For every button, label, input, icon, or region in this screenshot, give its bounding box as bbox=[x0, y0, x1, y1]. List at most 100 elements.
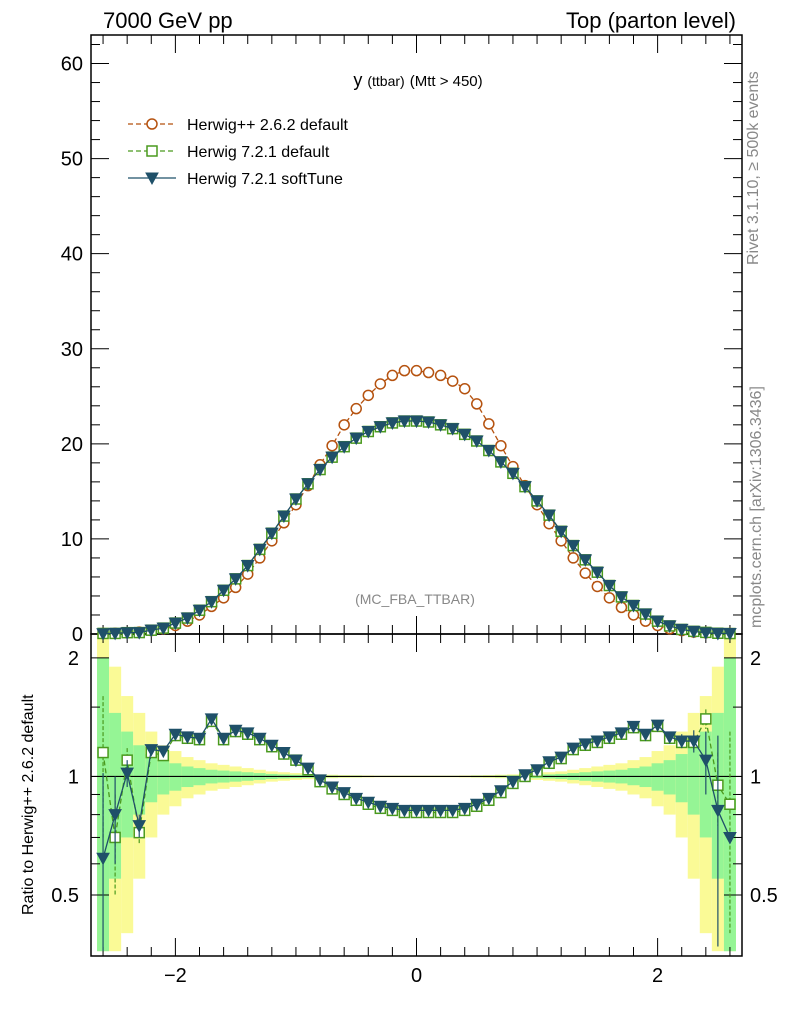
ratio-point-s1 bbox=[204, 713, 219, 726]
main-point-s2 bbox=[252, 543, 267, 557]
main-point-s2 bbox=[530, 495, 544, 508]
ratio-point-s1 bbox=[132, 820, 147, 833]
band-inner bbox=[663, 760, 676, 795]
ratio-point-s1 bbox=[554, 751, 569, 765]
ratio-point-s1 bbox=[313, 774, 327, 787]
ratio-point-s1 bbox=[385, 802, 400, 816]
ratio-point-s1 bbox=[590, 735, 605, 749]
ratio-point-s1 bbox=[144, 744, 159, 757]
main-point-s2 bbox=[313, 464, 327, 477]
plot-title-sub: (ttbar) bbox=[367, 73, 404, 89]
ratio-point-s1 bbox=[542, 756, 556, 769]
main-point-s2 bbox=[120, 627, 135, 640]
ratio-point-s1 bbox=[277, 747, 291, 760]
main-point-s2 bbox=[506, 467, 520, 481]
plot-title-tail: (Mtt > 450) bbox=[410, 73, 483, 90]
main-point-s2 bbox=[240, 560, 255, 573]
main-point-s2 bbox=[711, 627, 725, 641]
main-point-s2 bbox=[361, 425, 376, 439]
ratio-point-s1 bbox=[602, 731, 617, 744]
main-point-s0 bbox=[446, 375, 459, 387]
ratio-point-s1 bbox=[662, 731, 677, 744]
ratio-point-s1 bbox=[337, 787, 352, 800]
main-point-s2 bbox=[723, 628, 737, 641]
ratio-point-s1 bbox=[301, 762, 315, 776]
main-point-s2 bbox=[518, 481, 532, 494]
ratio-point-s1 bbox=[349, 792, 364, 806]
plot-title-main: y bbox=[353, 70, 362, 90]
ratio-xtick-label: −2 bbox=[164, 965, 187, 987]
main-point-s0 bbox=[350, 402, 362, 415]
main-point-s2 bbox=[144, 624, 159, 638]
legend-label: Herwig 7.2.1 default bbox=[187, 144, 330, 161]
ratio-point-s0 bbox=[97, 746, 109, 759]
plot-title: y (ttbar) (Mtt > 450) bbox=[353, 70, 482, 90]
legend-swatch-marker bbox=[146, 118, 158, 130]
ratio-point-s1 bbox=[494, 785, 508, 798]
band-inner bbox=[687, 745, 700, 815]
ratio-point-s1 bbox=[469, 798, 484, 812]
ratio-point-s1 bbox=[156, 745, 171, 759]
main-point-s0 bbox=[338, 419, 350, 431]
ratio-point-s1 bbox=[457, 802, 472, 816]
main-point-s0 bbox=[591, 580, 604, 593]
main-series bbox=[96, 364, 737, 641]
main-point-s2 bbox=[674, 623, 689, 637]
ratio-point-s1 bbox=[566, 742, 581, 756]
main-ytick-label: 40 bbox=[61, 244, 83, 266]
ratio-ytick-label-right: 1 bbox=[750, 766, 761, 788]
main-point-s0 bbox=[422, 366, 435, 379]
main-point-s2 bbox=[301, 478, 315, 491]
ratio-xtick-label: 0 bbox=[411, 965, 422, 987]
main-point-s2 bbox=[590, 566, 605, 580]
ratio-point-s1 bbox=[711, 804, 725, 818]
main-point-s2 bbox=[445, 423, 460, 436]
ratio-point-s0 bbox=[724, 798, 736, 810]
ratio-point-s1 bbox=[578, 738, 593, 751]
main-point-s2 bbox=[180, 612, 195, 626]
main-point-s2 bbox=[638, 608, 653, 622]
ratio-point-s1 bbox=[409, 804, 424, 818]
ratio-point-s1 bbox=[240, 727, 255, 740]
main-point-s2 bbox=[421, 416, 436, 430]
ratio-point-s0 bbox=[700, 713, 712, 725]
ratio-point-s1 bbox=[518, 769, 532, 782]
ratio-ytick-label-right: 0.5 bbox=[750, 885, 778, 907]
main-point-s2 bbox=[168, 617, 183, 631]
band-inner bbox=[133, 745, 146, 815]
main-point-s0 bbox=[603, 592, 616, 604]
main-point-s0 bbox=[458, 382, 471, 395]
main-point-s2 bbox=[662, 620, 677, 633]
main-ytick-label: 0 bbox=[72, 624, 83, 646]
main-frame: 0 10 20 30 40 50 60 bbox=[61, 34, 743, 646]
ratio-point-s1 bbox=[421, 804, 436, 818]
ratio-point-s1 bbox=[506, 776, 520, 789]
ratio-point-s1 bbox=[96, 852, 110, 866]
main-point-s2 bbox=[602, 580, 617, 593]
main-point-s0 bbox=[398, 364, 411, 377]
main-point-s2 bbox=[108, 627, 122, 641]
main-point-s2 bbox=[542, 509, 556, 523]
main-point-s2 bbox=[481, 444, 496, 458]
ratio-point-s1 bbox=[481, 792, 496, 806]
ratio-series bbox=[96, 696, 737, 952]
main-point-s2 bbox=[457, 428, 472, 442]
ratio-point-s1 bbox=[120, 767, 135, 781]
legend-swatch-marker bbox=[146, 145, 158, 157]
ratio-point-s1 bbox=[373, 800, 388, 814]
ratio-ytick-label-left: 1 bbox=[68, 766, 79, 788]
header-right: Top (parton level) bbox=[566, 8, 736, 33]
legend-label: Herwig 7.2.1 softTune bbox=[187, 171, 343, 188]
ratio-point-s1 bbox=[108, 809, 122, 822]
ratio-point-s1 bbox=[674, 735, 689, 749]
ratio-point-s1 bbox=[192, 732, 207, 746]
main-ytick-label: 50 bbox=[61, 149, 83, 171]
main-point-s2 bbox=[373, 421, 388, 434]
main-point-s2 bbox=[469, 435, 484, 449]
main-ytick-label: 20 bbox=[61, 434, 83, 456]
ratio-point-s1 bbox=[289, 754, 303, 768]
main-point-s2 bbox=[228, 573, 243, 586]
main-point-s2 bbox=[433, 419, 448, 432]
main-point-s2 bbox=[626, 599, 641, 613]
